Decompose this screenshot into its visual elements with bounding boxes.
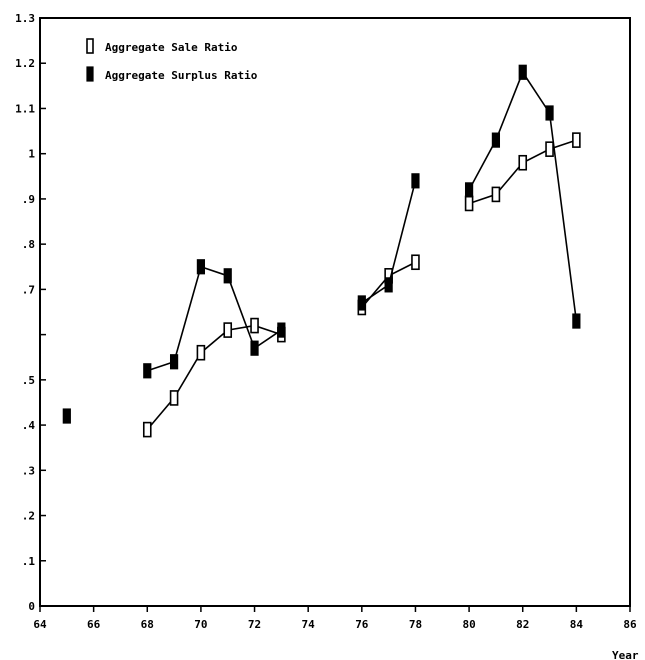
data-point <box>384 277 393 293</box>
data-point <box>223 268 232 284</box>
series-sale-ratio <box>142 132 581 438</box>
data-point <box>518 64 527 80</box>
y-tick-label: .8 <box>22 238 35 251</box>
data-point <box>357 295 366 311</box>
data-point <box>545 141 554 157</box>
y-tick-label: .2 <box>22 510 35 523</box>
x-axis: 64 66 68 70 72 74 76 78 80 82 84 86 <box>33 606 637 631</box>
y-tick-label: 0 <box>28 600 35 613</box>
data-point <box>169 354 179 370</box>
data-point <box>411 173 420 189</box>
x-tick-label: 66 <box>87 618 101 631</box>
data-point <box>411 254 420 271</box>
data-point <box>62 408 71 424</box>
data-point <box>196 259 206 275</box>
data-point <box>545 105 554 121</box>
x-tick-label: 64 <box>33 618 47 631</box>
data-point <box>464 195 474 212</box>
x-tick-label: 86 <box>623 618 637 631</box>
x-tick-label: 68 <box>141 618 154 631</box>
series-layer <box>62 64 581 438</box>
x-tick-label: 74 <box>302 618 316 631</box>
legend: Aggregate Sale Ratio Aggregate Surplus R… <box>86 38 258 82</box>
series-surplus-ratio <box>62 64 581 424</box>
data-point <box>142 421 152 438</box>
y-tick-label: .7 <box>22 283 35 296</box>
legend-label-surplus-ratio: Aggregate Surplus Ratio <box>105 69 258 82</box>
legend-marker-sale-ratio <box>86 38 94 54</box>
x-axis-title: Year <box>612 649 639 660</box>
data-point <box>491 132 501 148</box>
y-tick-label: .5 <box>22 374 35 387</box>
data-point <box>250 317 259 334</box>
plot-frame <box>39 17 631 607</box>
series-line <box>146 324 282 431</box>
x-tick-label: 70 <box>194 618 207 631</box>
data-point <box>277 322 286 338</box>
y-tick-label: 1 <box>28 148 35 161</box>
data-point <box>518 154 528 171</box>
x-tick-label: 80 <box>462 618 475 631</box>
y-tick-label: .9 <box>22 193 35 206</box>
plot-border <box>39 17 631 607</box>
data-point <box>572 132 581 148</box>
y-tick-label: .4 <box>22 419 36 432</box>
y-tick-label: 1.1 <box>15 102 35 115</box>
data-point <box>143 363 152 379</box>
data-point <box>169 390 179 406</box>
y-tick-label: 1.3 <box>15 12 35 25</box>
data-point <box>464 182 474 198</box>
y-axis: 0 .1 .2 .3 .4 .5 .7 .8 .9 1 1.1 1.2 1.3 <box>15 12 46 613</box>
series-line <box>468 70 578 322</box>
x-tick-label: 82 <box>516 618 529 631</box>
y-tick-label: .1 <box>22 555 36 568</box>
legend-marker-surplus-ratio <box>86 66 94 82</box>
y-tick-label: .3 <box>22 464 35 477</box>
legend-label-sale-ratio: Aggregate Sale Ratio <box>105 41 238 54</box>
x-tick-label: 78 <box>409 618 422 631</box>
x-tick-label: 72 <box>248 618 261 631</box>
y-tick-label: 1.2 <box>15 57 35 70</box>
data-point <box>491 186 501 203</box>
data-point <box>223 322 233 338</box>
x-tick-label: 84 <box>570 618 584 631</box>
data-point <box>572 313 581 329</box>
data-point <box>196 344 206 361</box>
data-point <box>250 340 259 356</box>
series-line <box>147 265 282 372</box>
x-tick-label: 76 <box>355 618 369 631</box>
